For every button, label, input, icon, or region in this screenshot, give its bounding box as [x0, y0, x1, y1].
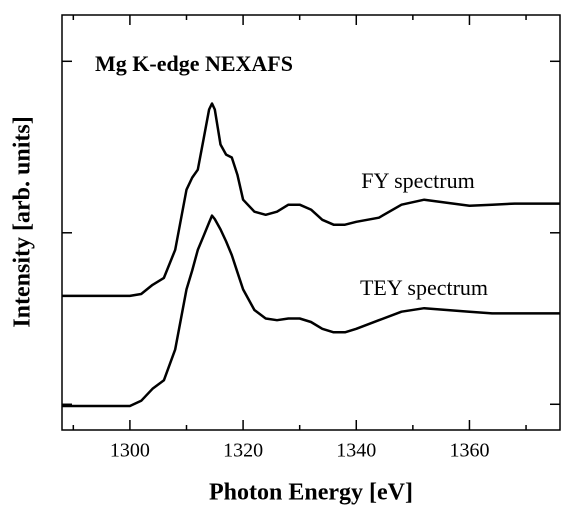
x-tick-label: 1360 — [449, 440, 489, 462]
series-label: TEY spectrum — [360, 275, 488, 300]
x-axis-label: Photon Energy [eV] — [209, 480, 413, 506]
x-tick-label: 1300 — [110, 440, 150, 462]
spectrum-line — [62, 102, 560, 298]
chart-title: Mg K-edge NEXAFS — [95, 51, 293, 76]
x-tick-label: 1320 — [223, 440, 263, 462]
series-label: FY spectrum — [361, 168, 474, 193]
plot-frame — [61, 14, 561, 431]
spectrum-line — [62, 214, 560, 408]
x-tick-label: 1340 — [336, 440, 376, 462]
y-axis-label: Intensity [arb. units] — [10, 116, 36, 327]
